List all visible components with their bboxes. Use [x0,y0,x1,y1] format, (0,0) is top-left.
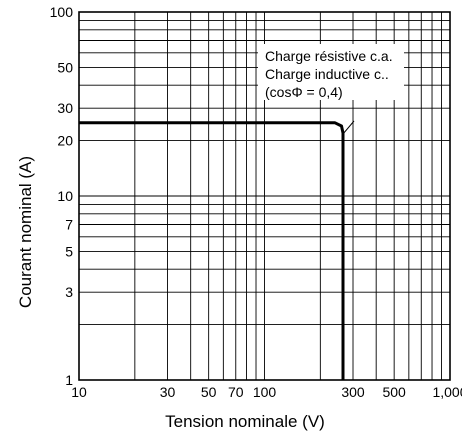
series-group [79,121,345,380]
x-axis-title: Tension nominale (V) [165,412,325,431]
x-tick-label: 50 [201,384,217,400]
annotation-leader [342,120,355,135]
rating-curve [79,121,345,380]
y-tick-label: 1 [65,372,73,388]
x-tick-label: 500 [382,384,406,400]
y-tick-label: 20 [57,133,73,149]
x-tick-label: 300 [341,384,365,400]
x-tick-label: 70 [228,384,244,400]
plot-frame [78,11,451,381]
grid-lines [79,12,450,380]
y-tick-label: 3 [65,284,73,300]
y-tick-label: 50 [57,59,73,75]
y-tick-label: 5 [65,243,73,259]
y-tick-label: 10 [57,188,73,204]
y-tick-label: 100 [50,4,74,20]
y-tick-label: 30 [57,100,73,116]
annotation-line-2: Charge inductive c.. [265,66,389,82]
x-tick-label: 1,000 [432,384,462,400]
annotation: Charge résistive c.a. Charge inductive c… [258,44,404,135]
x-tick-label: 100 [253,384,277,400]
annotation-line-1: Charge résistive c.a. [265,48,393,64]
annotation-line-3: (cosΦ = 0,4) [265,84,343,100]
x-tick-label: 10 [71,384,87,400]
y-tick-label: 7 [65,217,73,233]
x-tick-label: 30 [160,384,176,400]
tick-labels: 10 30 50 70 100 300 500 1,000 1 3 5 7 10 20 30 50 100 [50,4,462,400]
annotation-box [258,44,404,100]
y-axis-title: Courant nominal (A) [16,156,35,308]
